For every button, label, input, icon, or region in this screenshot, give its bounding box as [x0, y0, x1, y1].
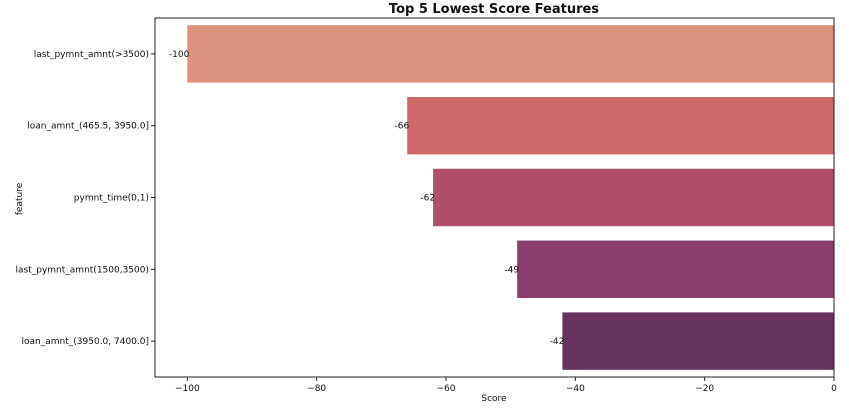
plot-frame — [154, 17, 835, 378]
bar-value-label: -42 — [550, 337, 565, 347]
y-axis-ticks: last_pymnt_amnt(>3500) loan_amnt_(465.5, … — [16, 50, 155, 347]
bars-group — [187, 25, 835, 370]
bar-value-label: -100 — [169, 50, 190, 60]
bar — [433, 168, 834, 227]
bar-value-label: -49 — [504, 265, 519, 275]
x-axis-label: Score — [481, 394, 507, 404]
bar-value-label: -66 — [394, 122, 409, 132]
y-tick-label: loan_amnt_(465.5, 3950.0] — [27, 122, 149, 132]
y-tick-label: last_pymnt_amnt(>3500) — [34, 50, 149, 60]
bar-value-label: -62 — [420, 194, 435, 204]
bar — [517, 240, 834, 299]
bar — [407, 96, 834, 155]
y-tick-label: pymnt_time(0,1) — [74, 194, 149, 204]
x-tick-label: −40 — [566, 384, 585, 394]
x-tick-label: −80 — [307, 384, 326, 394]
data-labels-group: -100 -66 -62 -49 -42 — [169, 50, 565, 347]
y-tick-label: last_pymnt_amnt(1500,3500) — [16, 265, 149, 275]
x-tick-label: −20 — [695, 384, 714, 394]
bar — [187, 25, 835, 83]
y-axis-label: feature — [15, 182, 25, 215]
bar — [562, 312, 834, 370]
y-tick-label: loan_amnt_(3950.0, 7400.0] — [22, 337, 149, 347]
chart-title: Top 5 Lowest Score Features — [389, 2, 599, 17]
x-axis-ticks: −100 −80 −60 −40 −20 0 — [175, 377, 837, 394]
x-tick-label: −60 — [437, 384, 456, 394]
x-tick-label: 0 — [831, 384, 837, 394]
x-tick-label: −100 — [175, 384, 200, 394]
